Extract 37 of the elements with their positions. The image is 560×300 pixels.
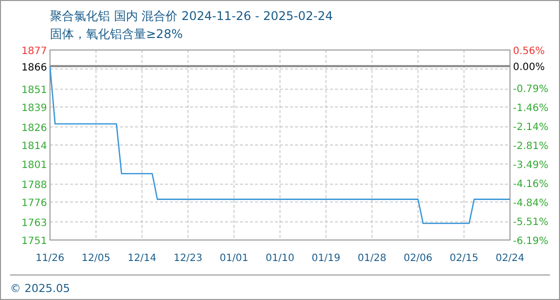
y2-tick-label: -4.84% (513, 198, 548, 209)
x-tick-label: 01/01 (220, 253, 248, 264)
y-tick-label: 1851 (22, 85, 47, 96)
x-tick-label: 01/28 (358, 253, 386, 264)
x-tick-label: 12/05 (82, 253, 110, 264)
x-tick-label: 01/19 (312, 253, 340, 264)
y2-tick-label: 0.56% (513, 46, 545, 57)
x-tick-label: 12/14 (128, 253, 156, 264)
ref-line-label: 0.00% (513, 62, 545, 73)
y-tick-label: 1776 (22, 198, 47, 209)
x-tick-label: 02/06 (404, 253, 432, 264)
y-tick-label: 1788 (22, 180, 47, 192)
y2-tick-label: -2.14% (513, 122, 548, 133)
y-tick-label: 1839 (22, 103, 47, 114)
y-tick-label: 1763 (22, 218, 47, 229)
chart-subtitle: 固体，氧化铝含量≥28% (50, 27, 183, 41)
x-tick-label: 02/15 (450, 253, 478, 264)
x-tick-label: 02/24 (496, 253, 524, 264)
y2-tick-label: -1.46% (513, 103, 548, 114)
y2-tick-label: -4.16% (513, 179, 548, 190)
ref-line-label: 1866 (22, 62, 47, 74)
line-series (49, 66, 511, 224)
text: © 2025.05 (10, 282, 70, 295)
x-tick-label: 12/23 (174, 253, 202, 264)
y2-tick-label: -2.81% (513, 141, 548, 152)
chart-title: 聚合氯化铝 国内 混合价 2024-11-26 - 2025-02-24 (50, 9, 333, 23)
y-tick-label: 1877 (22, 46, 47, 57)
y2-tick-label: -5.51% (513, 217, 548, 228)
y2-tick-label: -0.79% (513, 84, 548, 95)
y-tick-label: 1814 (22, 141, 47, 152)
x-tick-label: 01/10 (266, 253, 294, 264)
y-tick-label: 1801 (22, 160, 47, 171)
y-tick-label: 1751 (22, 236, 47, 247)
y-tick-label: 1826 (22, 122, 47, 134)
y2-tick-label: -6.19% (513, 236, 548, 247)
y2-tick-label: -3.49% (513, 160, 548, 171)
x-tick-label: 11/26 (36, 253, 64, 264)
